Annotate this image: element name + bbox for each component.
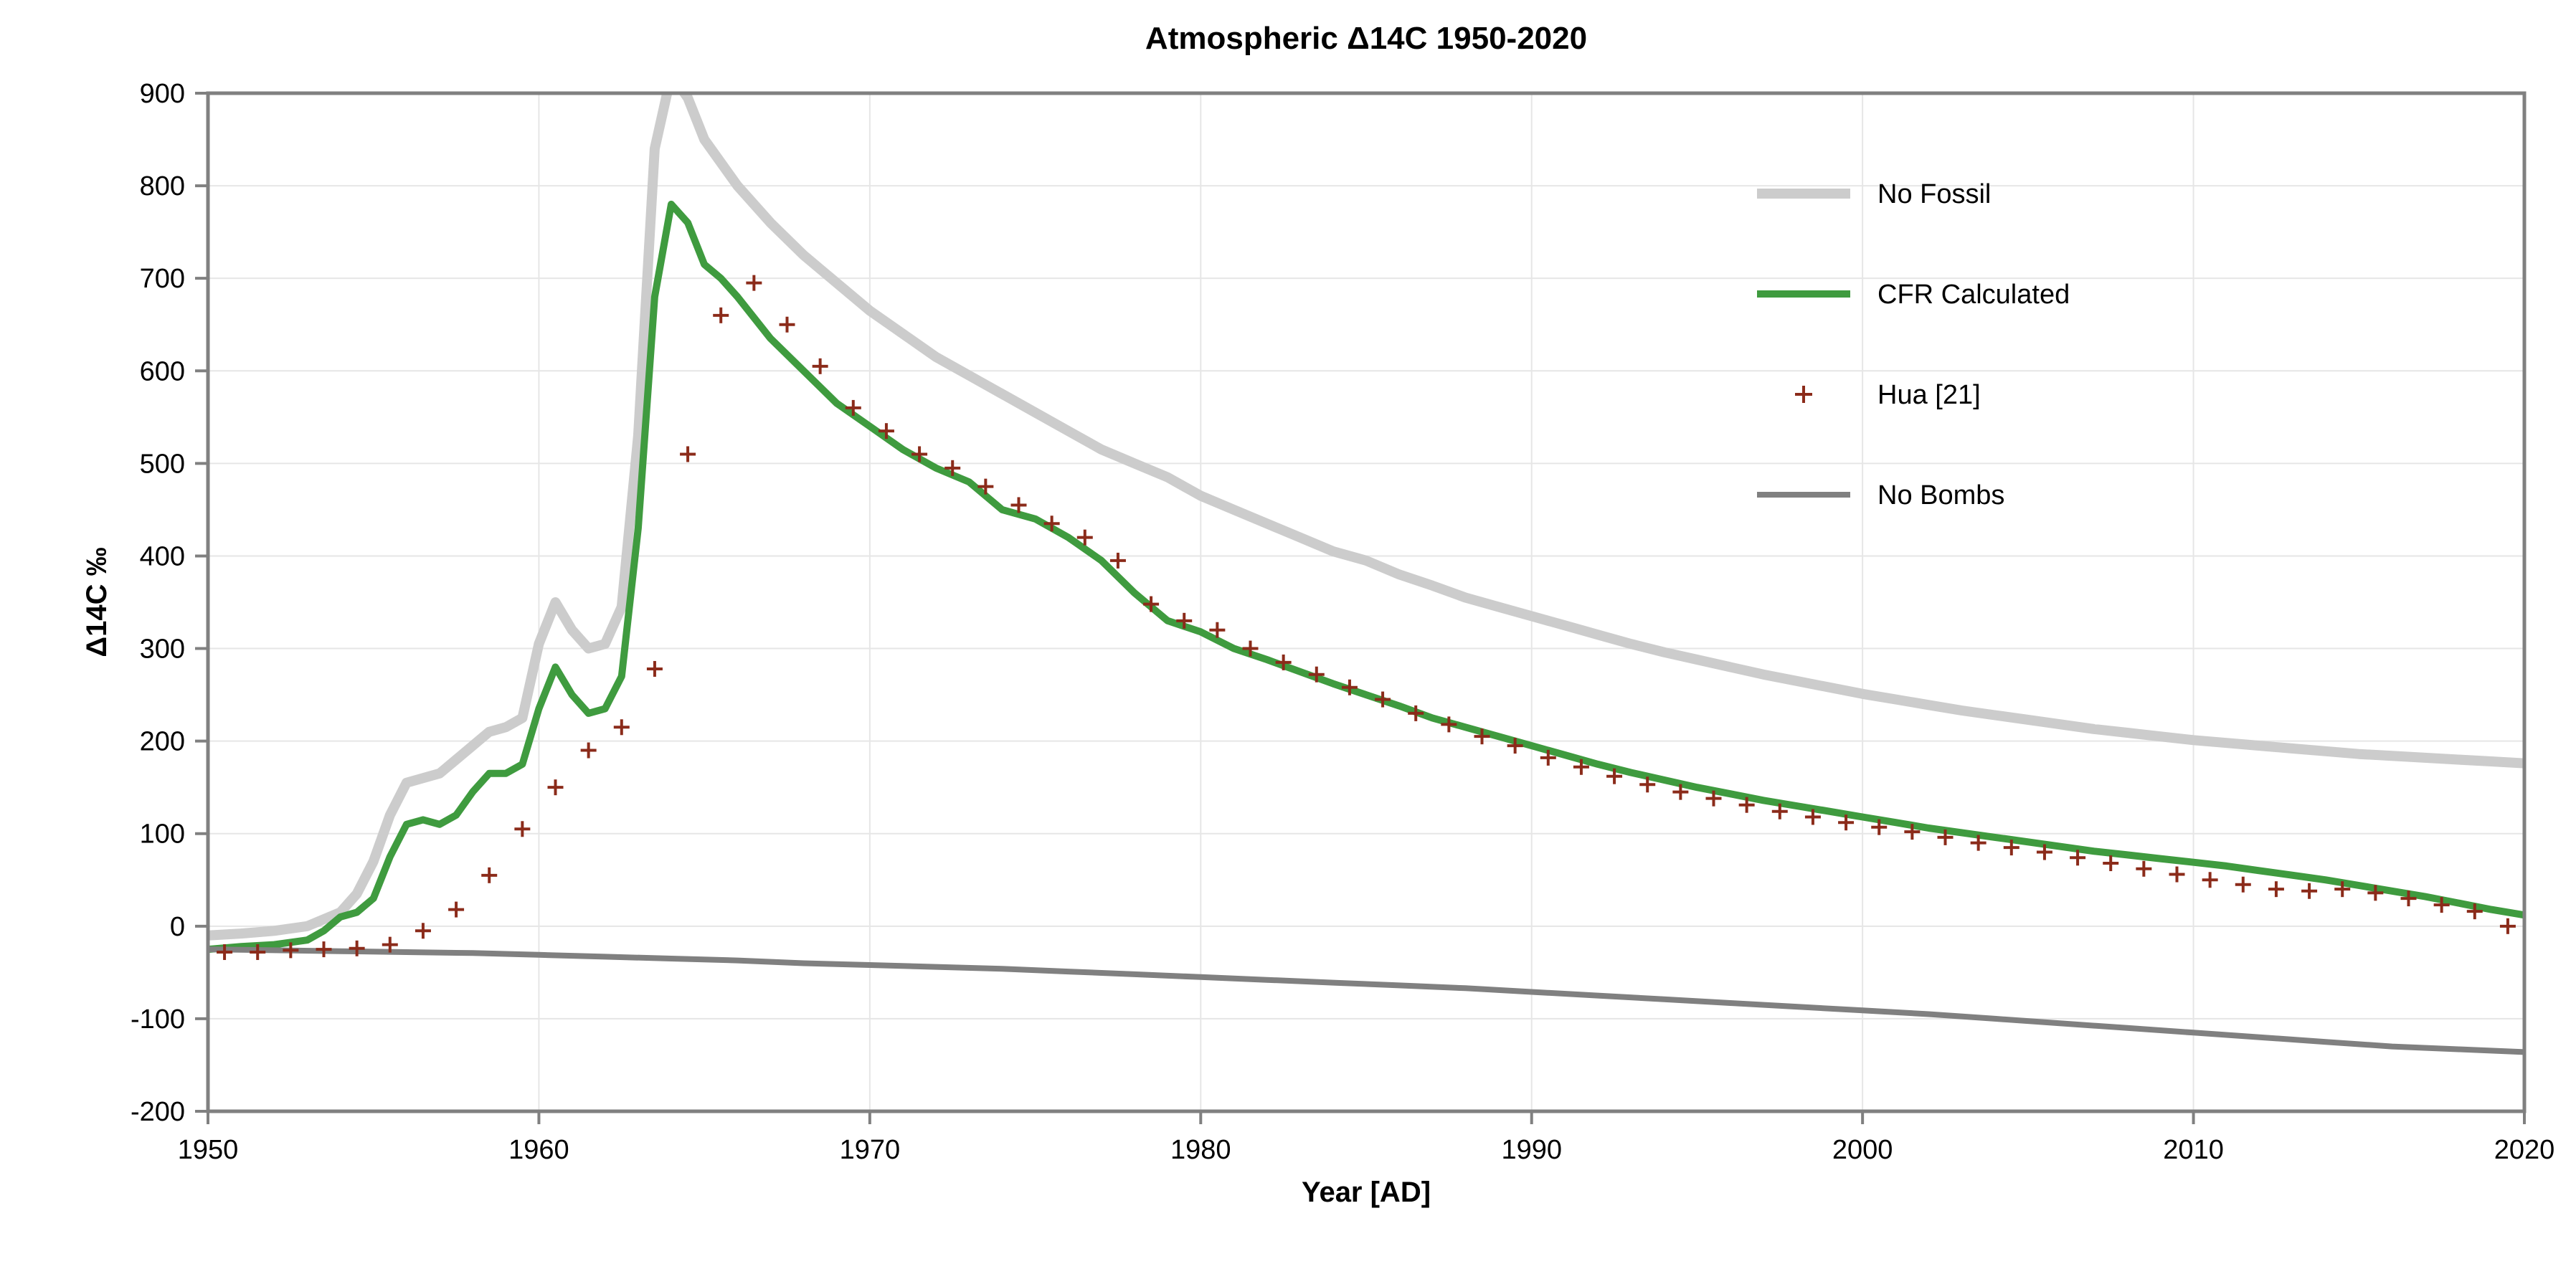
ytick-label: 400 <box>140 541 185 571</box>
xtick-label: 1970 <box>840 1135 901 1165</box>
xtick-label: 1950 <box>178 1135 239 1165</box>
xtick-label: 1990 <box>1501 1135 1562 1165</box>
chart-bg <box>0 0 2576 1264</box>
legend-label: Hua [21] <box>1877 380 1981 410</box>
xtick-label: 1980 <box>1170 1135 1231 1165</box>
x-axis-label: Year [AD] <box>1302 1177 1431 1208</box>
ytick-label: 100 <box>140 819 185 850</box>
xtick-label: 1960 <box>508 1135 569 1165</box>
xtick-label: 2020 <box>2494 1135 2555 1165</box>
ytick-label: 300 <box>140 635 185 665</box>
ytick-label: -200 <box>131 1097 185 1127</box>
legend-label: No Bombs <box>1877 480 2004 510</box>
y-axis-label: Δ14C ‰ <box>81 547 113 657</box>
legend-label: No Fossil <box>1877 179 1991 209</box>
ytick-label: 0 <box>170 912 185 942</box>
ytick-label: 900 <box>140 79 185 109</box>
ytick-label: -100 <box>131 1004 185 1035</box>
chart-container: 19501960197019801990200020102020-200-100… <box>0 0 2576 1264</box>
xtick-label: 2000 <box>1832 1135 1893 1165</box>
ytick-label: 800 <box>140 171 185 201</box>
ytick-label: 200 <box>140 727 185 757</box>
chart-title: Atmospheric Δ14C 1950-2020 <box>1145 21 1587 56</box>
ytick-label: 500 <box>140 449 185 479</box>
ytick-label: 700 <box>140 264 185 294</box>
xtick-label: 2010 <box>2163 1135 2224 1165</box>
ytick-label: 600 <box>140 356 185 386</box>
line-chart: 19501960197019801990200020102020-200-100… <box>0 0 2576 1264</box>
legend-label: CFR Calculated <box>1877 280 2070 310</box>
